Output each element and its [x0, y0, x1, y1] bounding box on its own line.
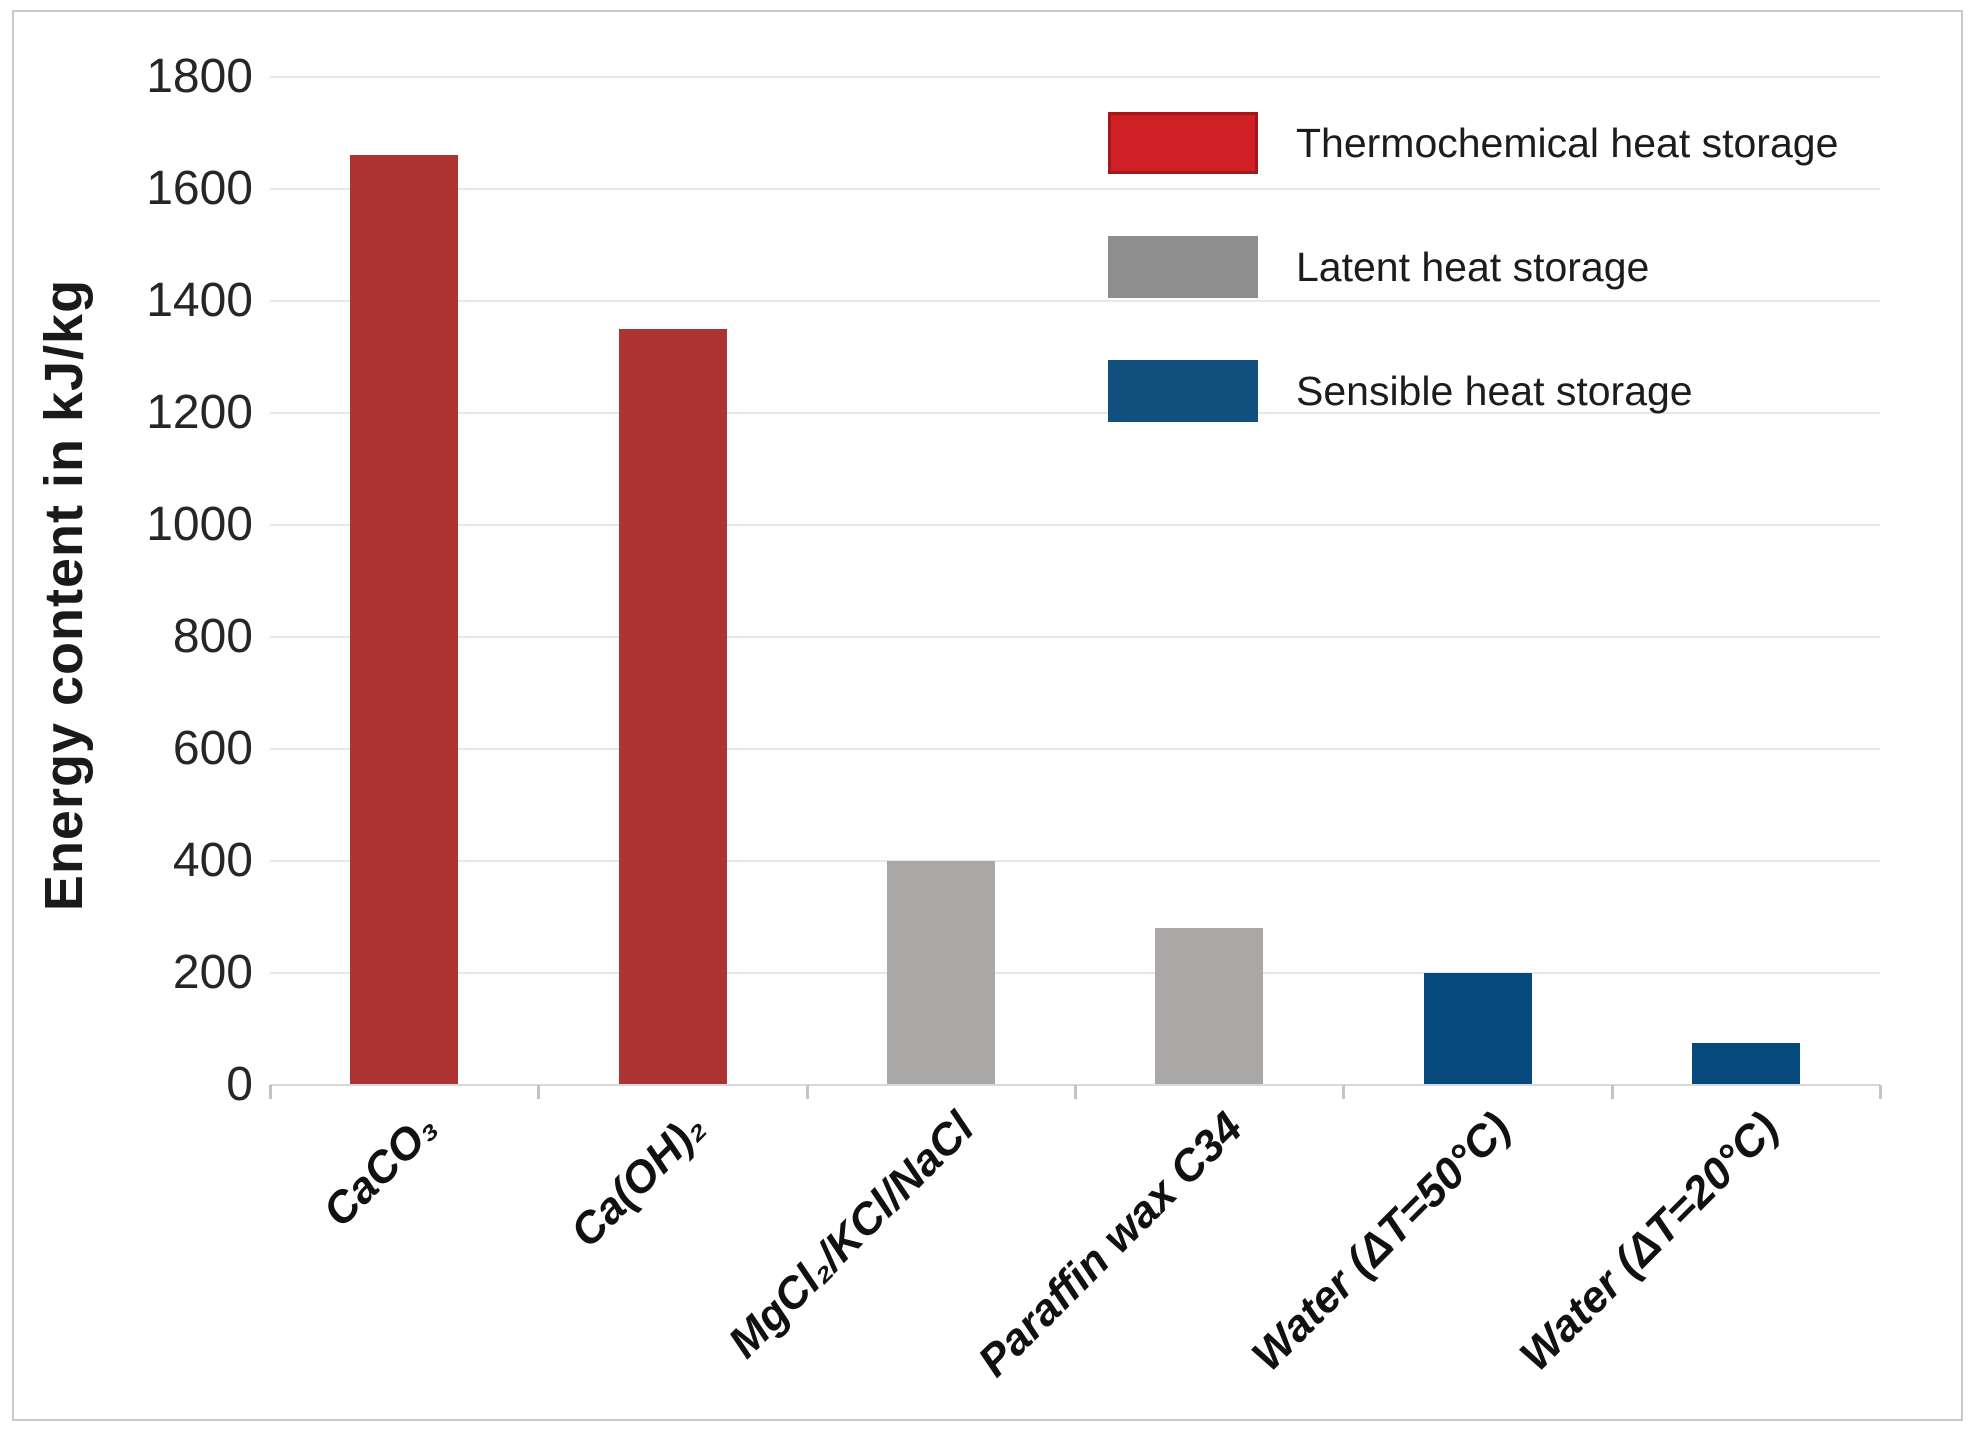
gridline [270, 76, 1880, 78]
gridline [270, 412, 1880, 414]
legend-swatch [1108, 236, 1258, 298]
y-tick-label: 1200 [146, 386, 253, 439]
bar-5 [1423, 973, 1532, 1085]
x-axis-tick [537, 1085, 541, 1099]
gridline [270, 748, 1880, 750]
gridline [270, 188, 1880, 190]
x-axis-tick [1610, 1085, 1614, 1099]
legend-swatch [1108, 360, 1258, 422]
plot-area [269, 76, 1882, 1099]
bar-6 [1691, 1043, 1800, 1085]
legend-label: Latent heat storage [1296, 244, 1650, 290]
legend-item: Sensible heat storage [1108, 360, 1868, 422]
legend-label: Sensible heat storage [1296, 368, 1693, 414]
legend-swatch [1108, 112, 1258, 174]
y-axis-title: Energy content in kJ/kg [34, 278, 94, 912]
x-axis-tick [1879, 1085, 1882, 1099]
bar-2 [618, 329, 727, 1085]
x-axis-tick [1342, 1085, 1346, 1099]
y-tick-label: 1000 [146, 498, 253, 551]
legend-item: Thermochemical heat storage [1108, 112, 1868, 174]
gridline [270, 636, 1880, 638]
chart-frame [12, 10, 1963, 1421]
legend-item: Latent heat storage [1108, 236, 1868, 298]
x-axis-tick [805, 1085, 809, 1099]
gridline [270, 972, 1880, 974]
y-tick-label: 1600 [146, 162, 253, 215]
bar-3 [886, 861, 995, 1085]
x-axis-tick [269, 1085, 272, 1099]
bar-4 [1155, 928, 1264, 1085]
bar-1 [350, 155, 459, 1085]
y-tick-label: 200 [172, 946, 253, 999]
y-tick-label: 1400 [146, 274, 253, 327]
y-tick-label: 0 [226, 1058, 253, 1111]
legend-label: Thermochemical heat storage [1296, 120, 1839, 166]
gridline [270, 524, 1880, 526]
gridline [270, 860, 1880, 862]
y-tick-label: 1800 [146, 50, 253, 103]
gridline [270, 300, 1880, 302]
y-tick-label: 600 [172, 722, 253, 775]
x-axis-tick [1074, 1085, 1077, 1099]
y-tick-label: 800 [172, 610, 253, 663]
y-tick-label: 400 [172, 834, 253, 887]
